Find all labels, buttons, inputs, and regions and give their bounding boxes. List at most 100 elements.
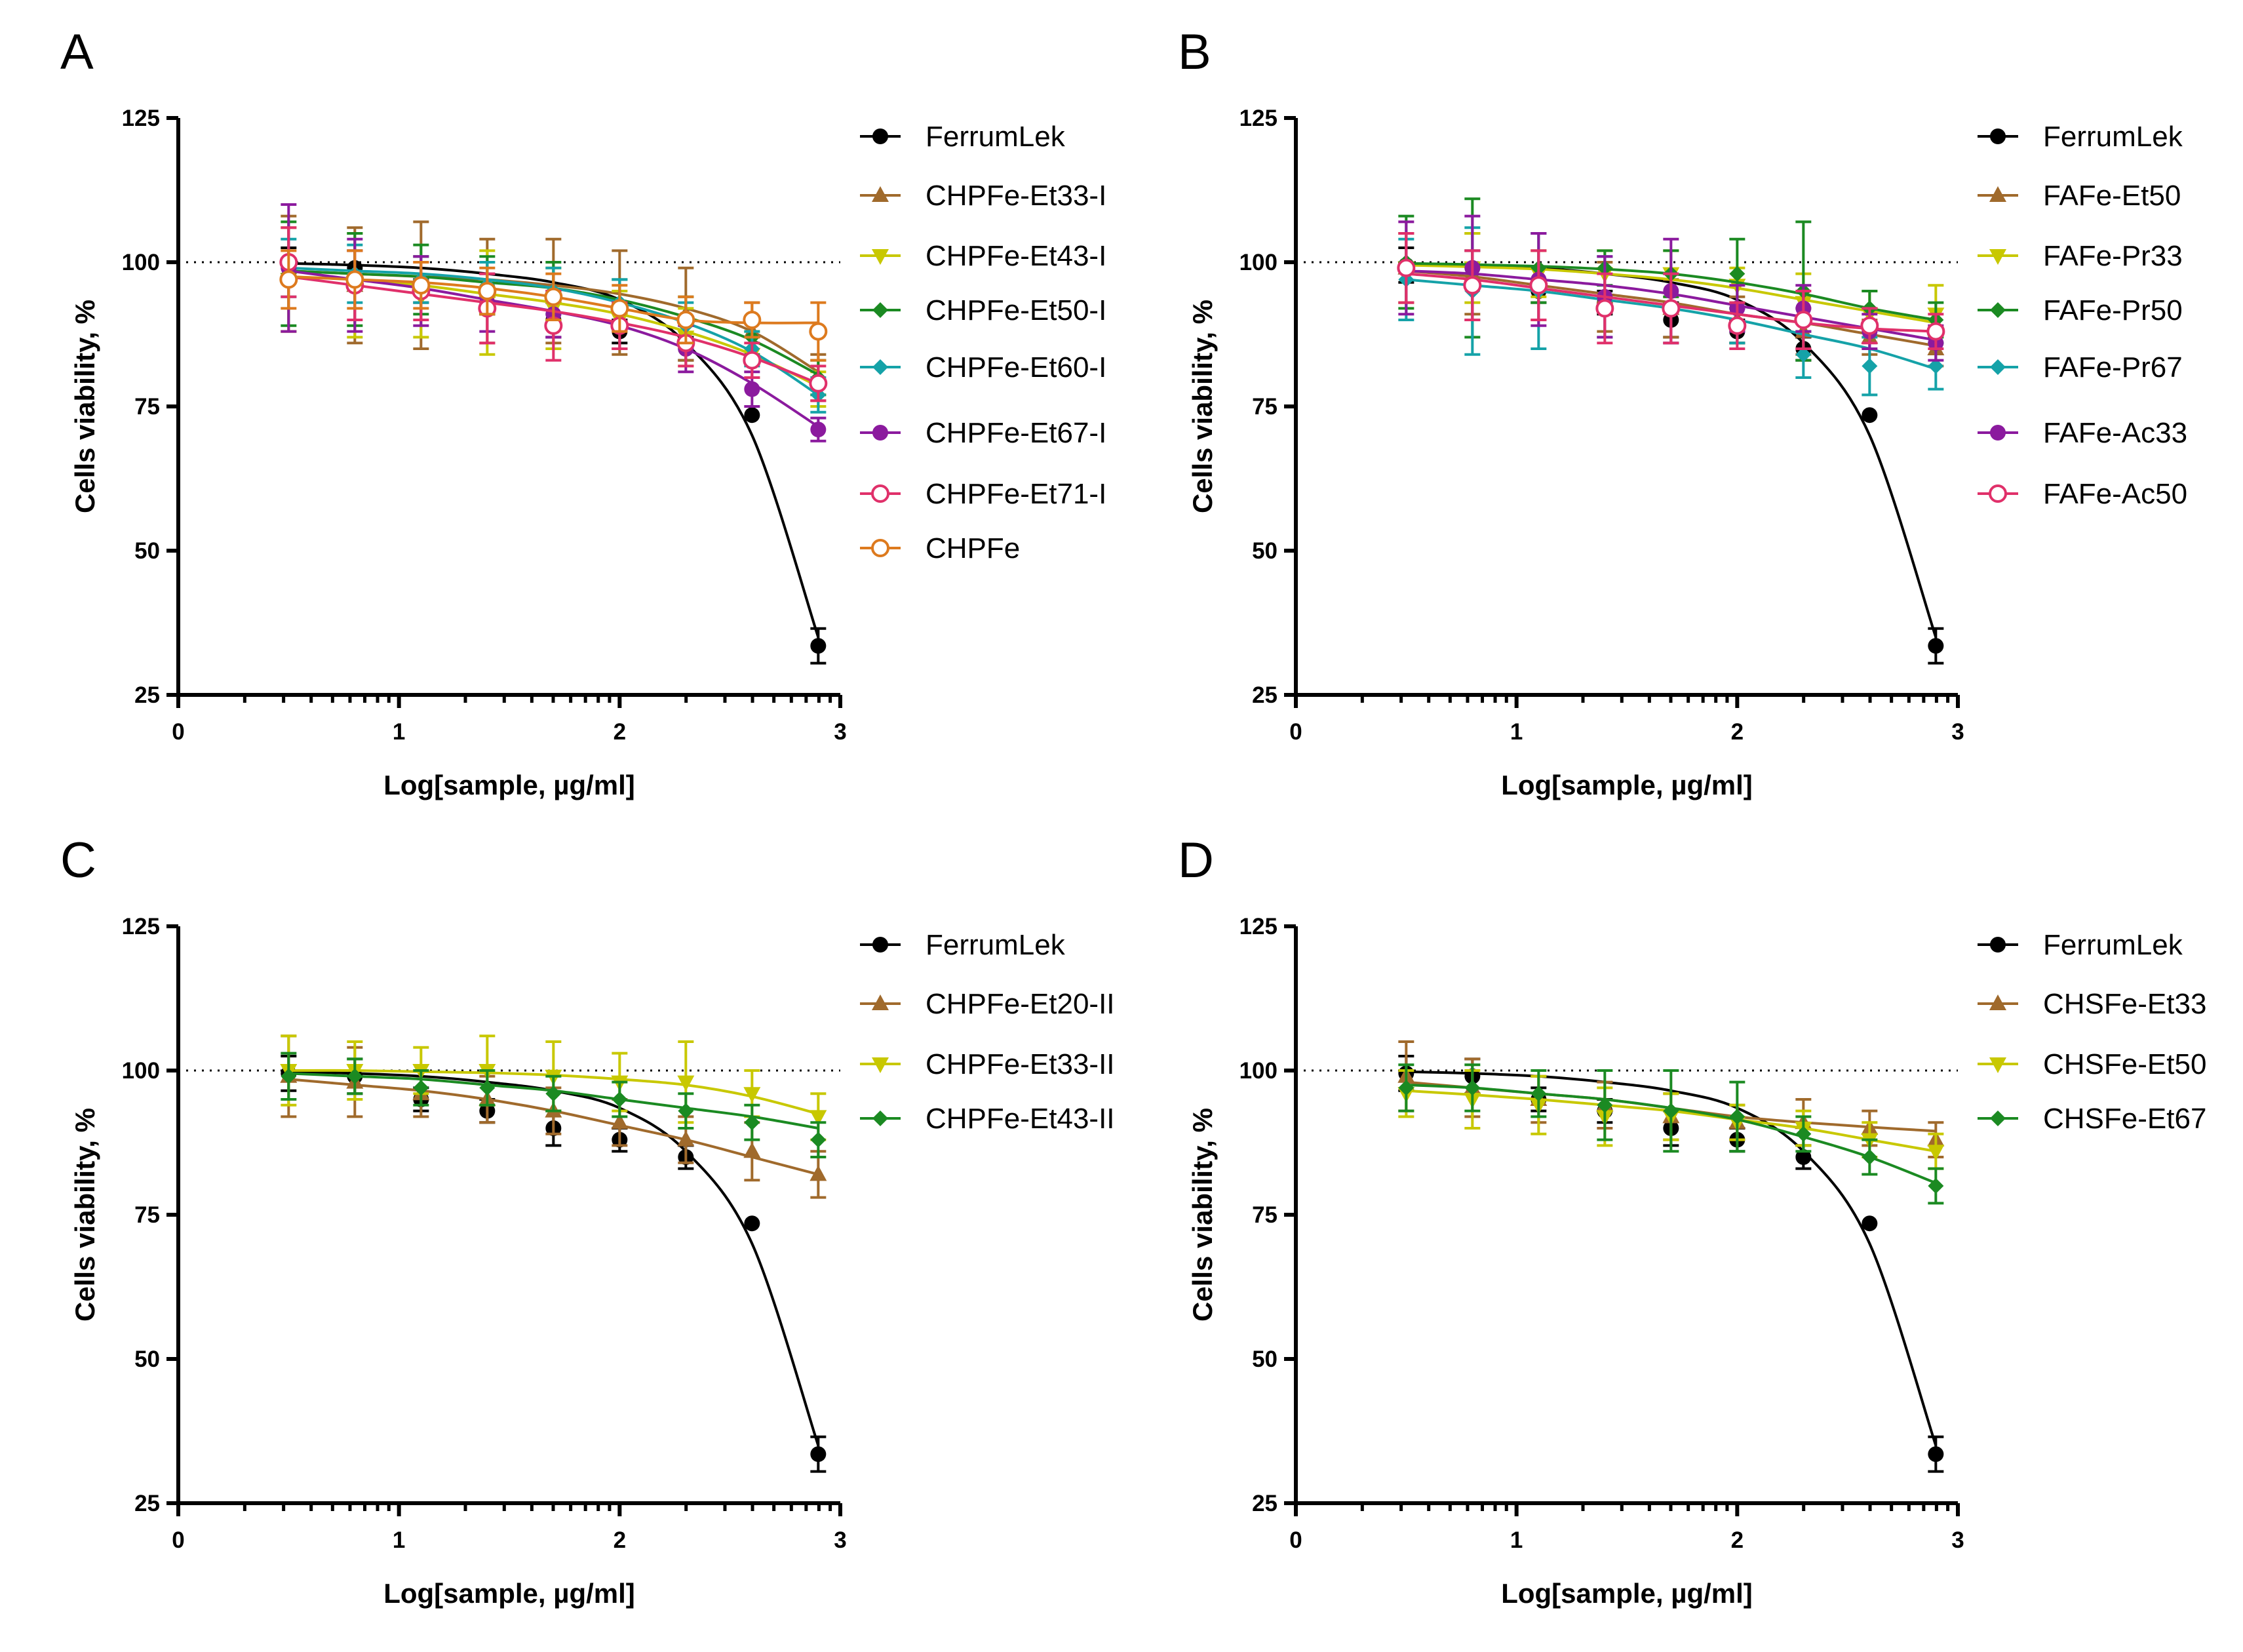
y-tick-label-100-a: 100 [122,250,160,275]
plot-area-d: 25 50 75 100 125 0 1 2 3 Log[sample, µg/ml] Cells … [1187,914,1964,1609]
x-axis-title-c: Log[sample, µg/ml] [383,1578,635,1609]
y-tick-label-125-c: 125 [122,914,160,939]
panel-a: A 25 50 75 100 125 0 1 2 3 Log[sample, µg/ml] Cell… [60,24,1106,800]
legend-marker-ferrumlek-c [872,937,888,953]
legend-item-fafe-pr33-b: FAFe-Pr33 [1978,240,2183,272]
legend-marker-chpfe-et33-i-a [872,186,889,202]
legend-item-chpfe-et71-i-a: CHPFe-Et71-I [860,478,1106,510]
data-point-chsfe-et67-d [1464,1080,1481,1096]
legend-label-ferrumlek-b: FerrumLek [2043,121,2183,153]
legend-item-fafe-ac50-b: FAFe-Ac50 [1978,478,2187,510]
x-tick-label-3-d: 3 [1951,1527,1964,1553]
legend-item-chpfe-et43-i-a: CHPFe-Et43-I [860,240,1106,272]
data-point-chpfe-et43-ii-c [479,1080,496,1096]
panel-d: D 25 50 75 100 125 0 1 2 3 Log[sample, µg/ml] Cell… [1178,833,2206,1609]
data-point-ferrumlek-b [1862,407,1878,423]
legend-marker-chpfe-et43-ii-c [872,1111,888,1126]
y-tick-label-75-c: 75 [134,1202,160,1228]
x-tick-label-3-b: 3 [1951,719,1964,745]
x-tick-label-1-d: 1 [1510,1527,1523,1553]
data-point-chsfe-et67-d [1663,1103,1679,1119]
data-point-fafe-ac50-b [1662,299,1681,318]
data-point-chsfe-et67-d [1597,1097,1613,1113]
data-point-chpfe-et33-ii-c [677,1075,695,1092]
data-point-fafe-ac50-b [1860,316,1879,335]
data-point-chpfe-a [610,299,629,318]
legend-label-fafe-et50-b: FAFe-Et50 [2043,180,2181,212]
x-tick-label-0-c: 0 [172,1527,184,1553]
y-axis-title-a: Cells viability, % [69,300,100,513]
series-chsfe-et67-d [1398,1063,1944,1205]
panel-letter-b: B [1178,24,1211,80]
legend-label-ferrumlek-a: FerrumLek [926,121,1066,153]
y-tick-label-25-a: 25 [134,682,160,708]
y-tick-label-125-d: 125 [1239,914,1278,939]
data-point-chpfe-et43-ii-c [678,1103,694,1119]
legend-marker-chsfe-et67-d [1990,1111,2006,1126]
legend-label-chpfe-et43-i-a: CHPFe-Et43-I [926,240,1106,272]
data-point-fafe-ac50-b [1728,316,1747,335]
y-tick-label-125-b: 125 [1239,106,1278,131]
data-point-chpfe-a [676,311,695,329]
data-point-chpfe-a [412,276,431,295]
legend-item-fafe-ac33-b: FAFe-Ac33 [1978,417,2187,449]
data-point-chpfe-et20-ii-c [611,1113,629,1130]
legend-item-ferrumlek-b: FerrumLek [1978,121,2183,153]
y-tick-label-100-c: 100 [122,1058,160,1084]
y-tick-label-25-d: 25 [1252,1491,1278,1516]
panel-letter-d: D [1178,833,1214,888]
legend-label-fafe-ac50-b: FAFe-Ac50 [2043,478,2187,510]
series-chpfe-a [279,249,828,362]
legend-label-fafe-ac33-b: FAFe-Ac33 [2043,417,2187,449]
legend-label-chpfe-a: CHPFe [926,532,1020,564]
x-tick-label-3-c: 3 [834,1527,846,1553]
legend-marker-fafe-ac50-b [1989,484,2007,503]
data-point-fafe-ac50-b [1794,311,1813,329]
legend-label-chpfe-et50-i-a: CHPFe-Et50-I [926,294,1106,326]
data-point-fafe-ac50-b [1529,276,1548,295]
y-axis-title-c: Cells viability, % [69,1108,100,1322]
data-point-ferrumlek-d [1928,1446,1944,1463]
data-point-chpfe-et67-i-a [810,422,827,438]
legend-label-chsfe-et33-d: CHSFe-Et33 [2043,988,2206,1020]
data-point-chpfe-et33-ii-c [743,1087,761,1103]
legend-c: FerrumLek CHPFe-Et20-II CHPFe-Et33-II CHPFe… [860,929,1115,1135]
y-tick-label-50-a: 50 [134,538,160,564]
y-tick-label-25-c: 25 [134,1491,160,1516]
data-point-chpfe-et43-ii-c [744,1114,760,1131]
y-tick-label-50-b: 50 [1252,538,1278,564]
data-point-chpfe-et43-ii-c [545,1086,562,1102]
y-axis-title-b: Cells viability, % [1187,300,1218,513]
data-point-chsfe-et67-d [1398,1080,1414,1096]
legend-marker-ferrumlek-b [1990,128,2006,144]
legend-marker-fafe-ac33-b [1990,425,2006,441]
x-tick-label-1-c: 1 [393,1527,405,1553]
data-point-fafe-ac50-b [1397,258,1416,277]
x-axis-title-d: Log[sample, µg/ml] [1501,1578,1753,1609]
fit-curve-ferrumlek-d [1406,1070,1938,1446]
legend-label-chpfe-et60-i-a: CHPFe-Et60-I [926,351,1106,384]
y-tick-label-25-b: 25 [1252,682,1278,708]
data-point-chpfe-et43-ii-c [810,1131,827,1148]
legend-b: FerrumLek FAFe-Et50 FAFe-Pr33 FAFe-Pr50 FAFe… [1978,121,2187,510]
data-point-chpfe-et43-ii-c [281,1068,297,1084]
legend-marker-ferrumlek-a [872,128,888,144]
legend-label-chpfe-et33-i-a: CHPFe-Et33-I [926,180,1106,212]
legend-a: FerrumLek CHPFe-Et33-I CHPFe-Et43-I CHPFe-E… [860,121,1106,564]
legend-item-fafe-pr67-b: FAFe-Pr67 [1978,351,2183,384]
legend-item-chpfe-et50-i-a: CHPFe-Et50-I [860,294,1106,326]
x-tick-label-0-a: 0 [172,719,184,745]
legend-label-fafe-pr50-b: FAFe-Pr50 [2043,294,2183,326]
legend-marker-chpfe-et60-i-a [872,359,888,375]
legend-item-chsfe-et50-d: CHSFe-Et50 [1978,1048,2206,1080]
series-fafe-ac50-b [1397,232,1945,350]
legend-marker-chsfe-et50-d [1989,1057,2006,1073]
data-point-chsfe-et67-d [1928,1178,1944,1194]
legend-item-fafe-pr50-b: FAFe-Pr50 [1978,294,2183,326]
data-point-fafe-ac50-b [1595,299,1614,318]
x-tick-label-0-d: 0 [1289,1527,1302,1553]
y-tick-label-50-d: 50 [1252,1347,1278,1372]
legend-label-chsfe-et67-d: CHSFe-Et67 [2043,1103,2206,1135]
fit-curve-ferrumlek-c [288,1070,820,1446]
